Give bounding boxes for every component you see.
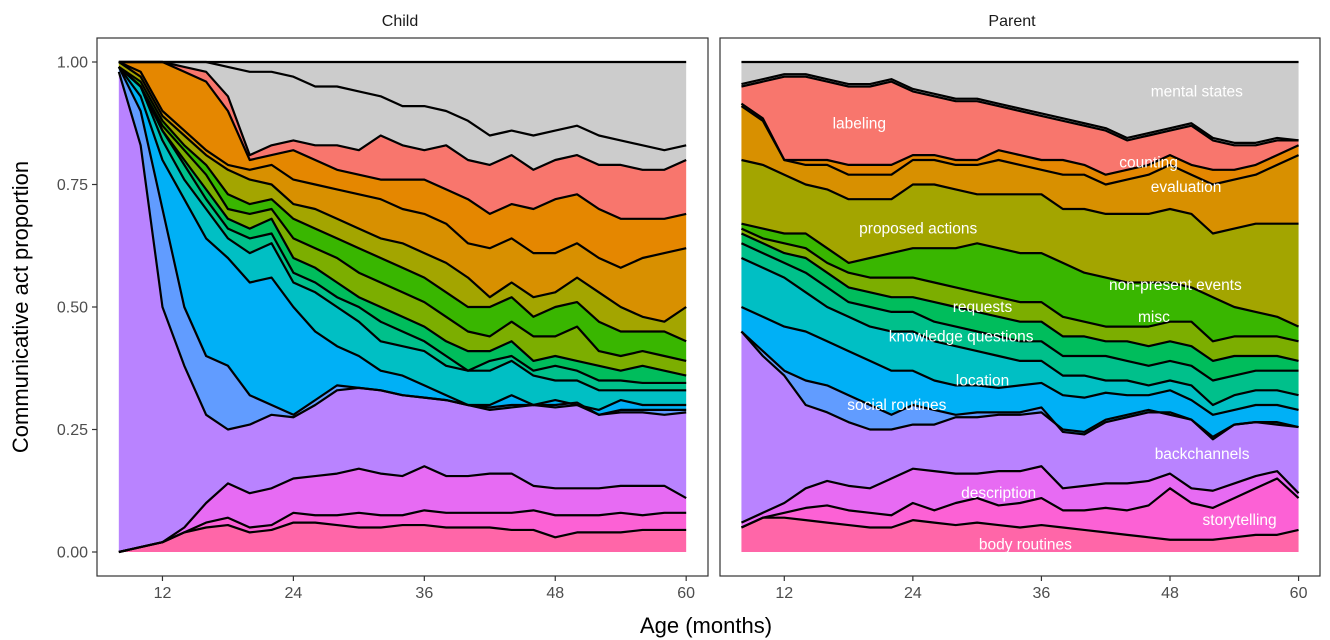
panel-border <box>719 37 1321 577</box>
x-tick-label: 36 <box>415 585 433 602</box>
area-description <box>741 466 1299 528</box>
area-labeling <box>118 62 687 268</box>
boundary-line <box>741 222 1300 328</box>
x-tick-label: 36 <box>1033 585 1051 602</box>
area-social-routines <box>741 331 1299 440</box>
boundary-line <box>117 66 687 416</box>
area-misc <box>118 66 687 383</box>
x-tick-label: 60 <box>677 585 695 602</box>
boundary-line <box>740 102 1300 176</box>
area-label-non-present-events: non-present events <box>1109 277 1242 294</box>
area-evaluation <box>118 62 687 342</box>
y-tick-label: 0.25 <box>57 422 88 439</box>
y-tick-label: 0.75 <box>57 177 88 194</box>
area-label-location: location <box>956 373 1009 390</box>
area-label-requests: requests <box>953 299 1013 316</box>
strip-title-parent: Parent <box>988 13 1036 30</box>
x-tick-label: 48 <box>1161 585 1179 602</box>
area-counting <box>741 106 1299 234</box>
y-tick-label: 0.00 <box>57 545 88 562</box>
area-evaluation <box>741 160 1299 327</box>
boundary-line <box>118 60 687 171</box>
y-axis-title: Communicative act proportion <box>8 161 33 453</box>
boundary-line <box>740 256 1299 407</box>
boundary-line <box>740 227 1299 343</box>
area-label-description: description <box>961 485 1036 502</box>
area-labeling <box>741 103 1299 185</box>
y-tick-label: 1.00 <box>57 55 88 72</box>
area-backchannels <box>741 331 1299 523</box>
area-body-routines <box>118 522 687 552</box>
area-label-social-routines: social routines <box>847 397 946 414</box>
boundary-line <box>118 465 687 554</box>
boundary-line <box>118 60 687 269</box>
boundary-line <box>118 66 687 385</box>
x-tick-label: 12 <box>775 585 793 602</box>
strip-title-child: Child <box>382 13 418 30</box>
area-label-labeling: labeling <box>833 115 886 132</box>
boundary-line <box>741 158 1299 235</box>
area-knowledge-questions <box>741 258 1299 415</box>
boundary-line <box>118 65 687 343</box>
boundary-line <box>740 232 1299 362</box>
area-backchannels <box>118 71 687 553</box>
boundary-line <box>740 477 1300 529</box>
x-tick-label: 24 <box>904 585 922 602</box>
area-storytelling <box>741 478 1299 540</box>
boundary-line <box>117 66 687 411</box>
area-label-knowledge-questions: knowledge questions <box>889 328 1034 345</box>
area-location <box>741 307 1299 437</box>
area-non-present-events <box>741 228 1299 361</box>
boundary-line <box>118 60 687 220</box>
boundary-line <box>118 509 687 554</box>
x-tick-label: 48 <box>546 585 564 602</box>
y-axis: 0.00 0.25 0.50 0.75 1.00 <box>57 55 97 562</box>
area-label-proposed-actions: proposed actions <box>859 221 977 238</box>
boundary-line <box>741 75 1299 147</box>
area-label-body-routines: body routines <box>979 537 1072 554</box>
boundary-line <box>118 61 687 323</box>
x-axis-title: Age (months) <box>640 613 772 638</box>
boundary-line <box>118 66 687 392</box>
area-band-16 <box>741 62 1299 143</box>
boundary-line <box>118 60 687 152</box>
boundary-line <box>740 330 1299 441</box>
boundary-line <box>740 242 1299 382</box>
area-requests <box>741 243 1299 405</box>
area-non-present-events <box>118 66 687 376</box>
boundary-line <box>740 465 1300 524</box>
y-tick-label: 0.50 <box>57 300 88 317</box>
area-mental-states <box>741 76 1299 175</box>
area-counting <box>118 62 687 322</box>
boundary-line <box>741 73 1299 144</box>
x-tick-label: 24 <box>284 585 302 602</box>
boundary-line <box>118 66 687 377</box>
area-label-backchannels: backchannels <box>1155 446 1250 463</box>
area-label-mental-states: mental states <box>1151 83 1243 100</box>
panel-parent: mental states labeling counting evaluation p… <box>719 37 1321 577</box>
area-location <box>118 66 687 415</box>
area-mental-states <box>118 62 687 219</box>
x-tick-label: 12 <box>154 585 172 602</box>
area-label-evaluation: evaluation <box>1151 179 1222 196</box>
boundary-line <box>740 516 1299 541</box>
area-body-routines <box>741 517 1299 552</box>
area-storytelling <box>118 510 687 552</box>
area-band-15 <box>741 74 1299 146</box>
boundary-line <box>740 330 1299 438</box>
boundary-line <box>118 521 687 554</box>
area-label-counting: counting <box>1119 154 1178 171</box>
x-tick-label: 60 <box>1290 585 1308 602</box>
boundary-line <box>740 105 1300 186</box>
area-label-storytelling: storytelling <box>1203 512 1277 529</box>
area-proposed-actions <box>741 223 1299 342</box>
area-misc <box>741 233 1299 381</box>
boundary-line <box>118 66 687 362</box>
x-axes: 12 24 36 48 60 12 24 36 48 60 <box>154 576 1308 602</box>
area-label-misc: misc <box>1138 309 1170 326</box>
boundary-line <box>740 305 1299 416</box>
panel-child <box>96 37 709 577</box>
area-band-15 <box>118 62 687 170</box>
